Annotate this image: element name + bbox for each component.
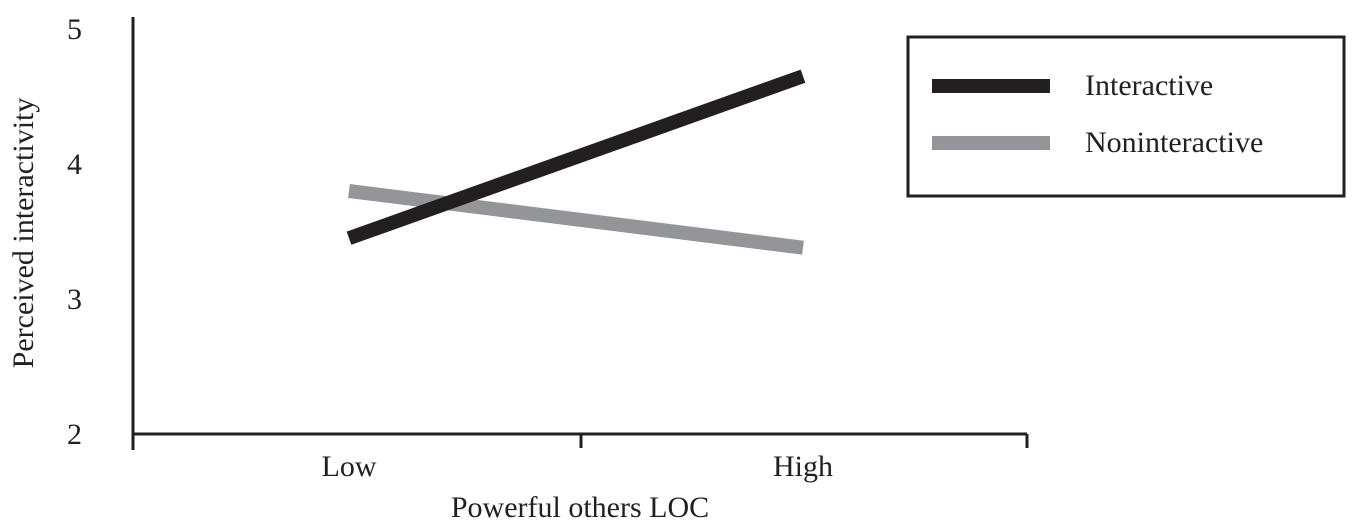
x-axis-label: Powerful others LOC [451, 491, 709, 524]
series-line-noninteractive [348, 184, 804, 255]
legend: Interactive Noninteractive [906, 35, 1346, 198]
legend-box [906, 35, 1346, 198]
x-tick-label: Low [322, 450, 377, 483]
y-tick-label: 2 [67, 418, 82, 451]
legend-items: Interactive Noninteractive [932, 69, 1263, 159]
y-tick-labels: 2 3 4 5 [67, 13, 82, 451]
y-tick-label: 5 [67, 13, 82, 46]
legend-label: Interactive [1085, 69, 1213, 102]
x-tick-label: High [773, 450, 833, 483]
legend-label: Noninteractive [1085, 126, 1263, 159]
y-tick-label: 3 [67, 283, 82, 316]
series-lines [346, 69, 806, 255]
x-tick-labels: Low High [131, 434, 1029, 483]
series-line-interactive [346, 69, 806, 245]
y-axis-label: Perceived interactivity [7, 98, 40, 369]
y-tick-label: 4 [67, 148, 82, 181]
axes [131, 17, 1027, 450]
